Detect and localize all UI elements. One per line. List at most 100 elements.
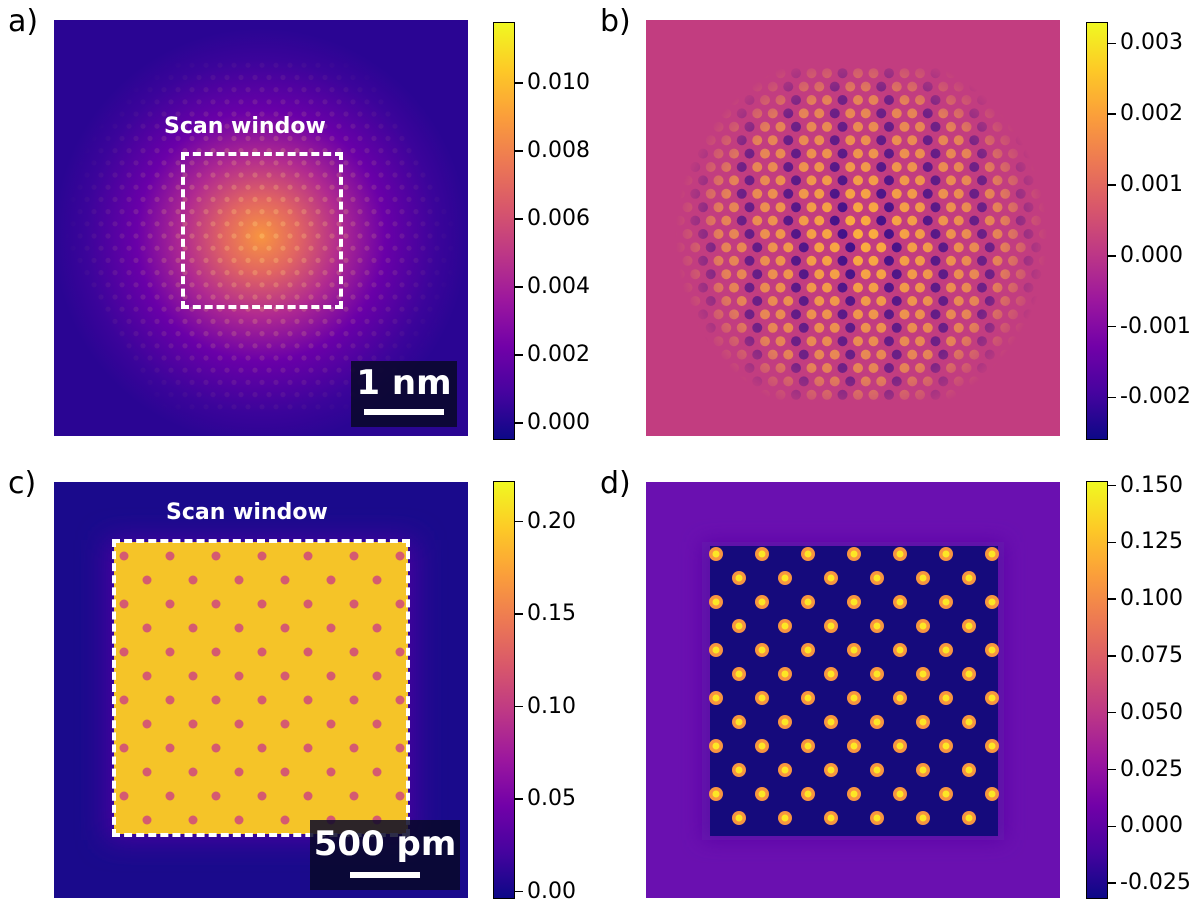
lattice-spot (350, 221, 356, 227)
lattice-spot (804, 790, 812, 798)
lattice-spot (915, 95, 925, 105)
lattice-spot (814, 162, 825, 172)
lattice-spot (860, 376, 871, 387)
lattice-spot (420, 172, 426, 178)
lattice-spot (984, 376, 995, 387)
lattice-spot (922, 349, 933, 360)
lattice-spot (357, 257, 363, 263)
lattice-spot (70, 221, 76, 227)
lattice-spot (798, 269, 809, 280)
lattice-spot (322, 294, 328, 300)
lattice-spot (873, 718, 881, 726)
lattice-spot (189, 160, 195, 166)
lattice-spot (234, 719, 244, 729)
lattice-spot (837, 121, 848, 132)
lattice-spot (775, 336, 786, 347)
lattice-spot (961, 255, 972, 266)
lattice-spot (891, 135, 902, 146)
lattice-spot (257, 647, 267, 657)
lattice-spot (259, 355, 265, 361)
lattice-spot (930, 95, 941, 105)
lattice-spot (721, 135, 732, 146)
lattice-spot (343, 282, 349, 288)
lattice-spot (189, 331, 195, 337)
lattice-spot (308, 270, 314, 276)
lattice-spot (329, 257, 335, 263)
lattice-spot (161, 184, 167, 190)
lattice-spot (804, 742, 812, 750)
lattice-spot (329, 184, 335, 190)
lattice-spot (182, 318, 188, 324)
colorbar-tick (1108, 882, 1116, 884)
lattice-spot (357, 233, 363, 239)
lattice-spot (238, 99, 244, 105)
lattice-spot (876, 135, 887, 146)
colorbar-d (1086, 481, 1108, 899)
lattice-spot (806, 229, 817, 239)
lattice-spot (822, 68, 832, 79)
lattice-spot (280, 123, 286, 129)
lattice-spot (119, 551, 129, 561)
lattice-spot (977, 282, 987, 293)
lattice-spot (357, 62, 363, 68)
lattice-spot (266, 196, 272, 202)
lattice-spot (165, 647, 175, 657)
lattice-spot (674, 242, 685, 253)
lattice-spot (126, 74, 132, 80)
lattice-spot (70, 148, 76, 154)
lattice-spot (245, 184, 251, 190)
lattice-spot (303, 551, 313, 561)
lattice-spot (806, 363, 817, 373)
lattice-spot (752, 108, 763, 119)
lattice-spot (196, 99, 202, 105)
lattice-spot (147, 355, 153, 361)
lattice-spot (420, 318, 426, 324)
lattice-spot (315, 135, 321, 141)
lattice-spot (690, 162, 701, 172)
lattice-spot (224, 221, 230, 227)
lattice-spot (876, 376, 887, 387)
lattice-spot (294, 148, 300, 154)
lattice-spot (322, 148, 328, 154)
lattice-spot (315, 257, 321, 263)
lattice-spot (690, 135, 701, 146)
lattice-spot (203, 184, 209, 190)
lattice-spot (783, 135, 794, 146)
lattice-spot (977, 175, 987, 186)
lattice-spot (266, 245, 272, 251)
lattice-spot (395, 647, 405, 657)
lattice-spot (942, 646, 950, 654)
lattice-spot (140, 123, 146, 129)
lattice-spot (455, 282, 461, 288)
lattice-spot (876, 269, 887, 280)
lattice-spot (91, 233, 97, 239)
lattice-spot (280, 221, 286, 227)
lattice-spot (231, 184, 237, 190)
lattice-spot (984, 349, 995, 360)
lattice-spot (713, 95, 724, 105)
lattice-spot (420, 270, 426, 276)
lattice-spot (860, 322, 871, 333)
lattice-spot (1015, 322, 1026, 333)
lattice-spot (84, 196, 90, 202)
lattice-spot (829, 296, 840, 306)
lattice-spot (364, 270, 370, 276)
lattice-spot (385, 306, 391, 312)
lattice-spot (427, 306, 433, 312)
lattice-spot (942, 694, 950, 702)
lattice-spot (203, 87, 209, 93)
lattice-spot (308, 221, 314, 227)
lattice-spot (322, 172, 328, 178)
lattice-spot (884, 229, 894, 239)
lattice-spot (760, 202, 770, 213)
panel-label-d: d) (600, 466, 631, 501)
lattice-spot (343, 404, 349, 410)
lattice-spot (392, 318, 398, 324)
lattice-spot (147, 282, 153, 288)
lattice-spot (392, 196, 398, 202)
lattice-spot (822, 175, 832, 186)
lattice-spot (1000, 242, 1011, 253)
lattice-spot (767, 81, 778, 92)
lattice-spot (760, 68, 770, 79)
lattice-spot (744, 229, 755, 239)
